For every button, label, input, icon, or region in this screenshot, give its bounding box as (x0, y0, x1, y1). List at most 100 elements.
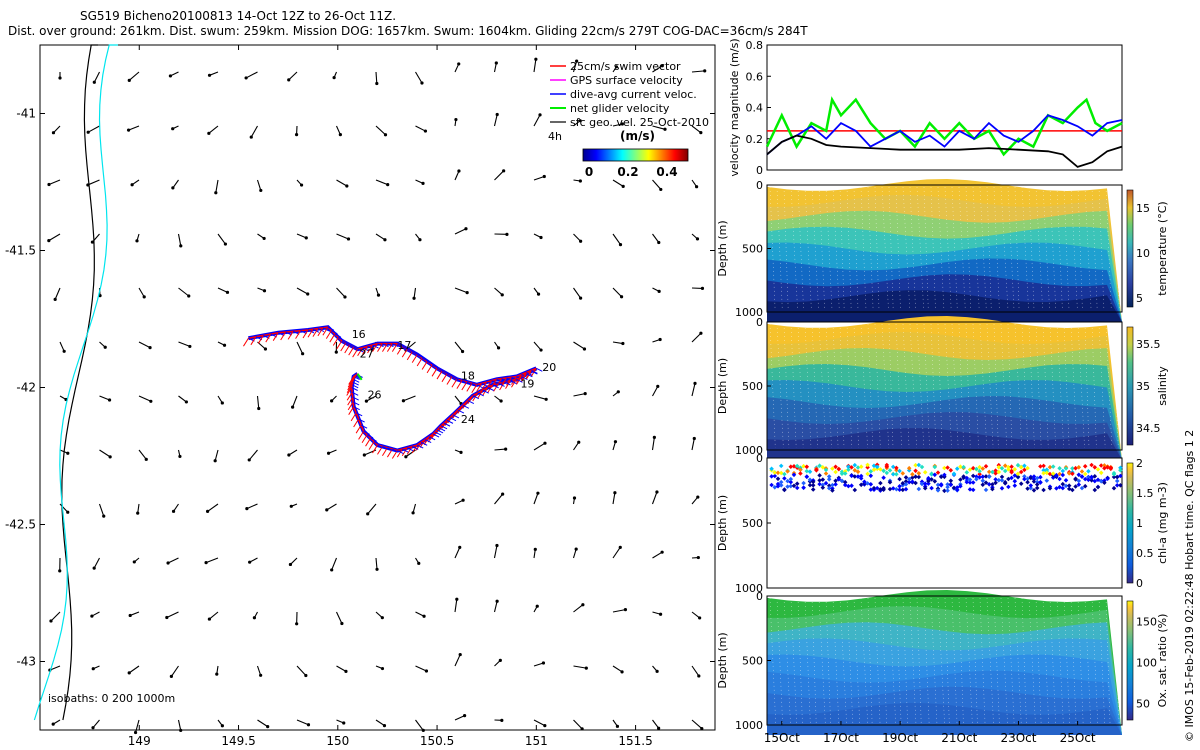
geo-velocity-arrow (367, 503, 377, 515)
geo-velocity-arrowhead (499, 399, 503, 403)
geo-velocity-arrowhead (90, 614, 94, 618)
profile-sample-line (1105, 597, 1111, 724)
chla-sample-point (862, 479, 867, 485)
profile-sample-line (846, 323, 852, 449)
chla-sample-point (1031, 488, 1037, 493)
geo-velocity-arrowhead (613, 491, 617, 495)
chla-sample-point (993, 480, 998, 486)
chla-sample-point (903, 479, 909, 484)
chla-sample-point (833, 464, 838, 470)
profile-sample-line (958, 186, 966, 311)
profile-sample-line (993, 186, 1000, 311)
profile-sample-line (790, 597, 797, 724)
profile-sample-line (825, 597, 831, 724)
profile-sample-line (1084, 186, 1092, 311)
chla-sample-point (1092, 465, 1098, 470)
chla-sample-point (999, 486, 1005, 491)
swim-vector (347, 396, 354, 406)
geo-velocity-arrowhead (334, 350, 338, 354)
chla-sample-point (1076, 472, 1082, 478)
map-xtick-label: 150 (326, 734, 349, 748)
velocity-series-line (765, 96, 1123, 157)
geo-velocity-arrowhead (366, 512, 370, 516)
geo-velocity-arrow (612, 287, 622, 298)
geo-velocity-arrowhead (584, 666, 588, 670)
chla-sample-point (801, 463, 806, 469)
geo-velocity-arrowhead (204, 561, 208, 565)
chla-sample-point (945, 484, 950, 490)
profile-sample-line (1014, 323, 1023, 449)
profile-sample-line (797, 597, 803, 724)
geo-velocity-arrowhead (383, 238, 387, 242)
dac-vector (434, 431, 442, 436)
section-ytick-label: 500 (742, 655, 763, 668)
geo-velocity-arrowhead (326, 451, 331, 455)
geo-velocity-arrow (415, 71, 423, 84)
profile-sample-line (1063, 597, 1070, 724)
geo-velocity-arrowhead (179, 244, 183, 248)
geo-velocity-arrowhead (91, 667, 95, 671)
dac-vector (366, 434, 374, 439)
geo-velocity-arrow (59, 503, 69, 513)
geo-velocity-arrow (177, 719, 182, 731)
chla-sample-point (788, 464, 794, 469)
chla-sample-point (788, 479, 794, 485)
geo-velocity-arrowhead (572, 496, 577, 500)
chla-sample-point (772, 470, 778, 475)
geo-velocity-arrowhead (539, 348, 543, 352)
swim-vector (344, 344, 351, 354)
dac-vector (456, 378, 464, 383)
chla-sample-point (878, 480, 883, 486)
profile-sample-line (1028, 323, 1035, 449)
profile-sample-line (846, 186, 852, 311)
chla-sample-point (929, 477, 934, 482)
swim-vector (346, 384, 353, 394)
geo-velocity-arrowhead (338, 133, 342, 137)
geo-velocity-arrow (375, 719, 385, 727)
geo-velocity-arrowhead (382, 723, 387, 728)
geo-velocity-arrowhead (133, 730, 138, 735)
profile-sample-line (825, 186, 833, 311)
profile-sample-line (860, 323, 868, 449)
chla-sample-point (1012, 478, 1018, 484)
chla-sample-point (916, 471, 922, 476)
swim-vector (346, 387, 353, 396)
colorbar-tick-label: 50 (1136, 698, 1150, 711)
chla-sample-point (890, 486, 896, 491)
geo-velocity-arrow (454, 287, 468, 294)
profile-sample-line (832, 323, 839, 449)
geo-velocity-arrow (128, 125, 140, 131)
profile-sample-line (937, 597, 945, 724)
chla-sample-point (1002, 463, 1008, 468)
geo-velocity-arrowhead (222, 343, 227, 347)
profile-sample-line (993, 597, 1000, 724)
colorbar-tick-label: 0 (1136, 577, 1143, 590)
geo-velocity-arrow (454, 599, 458, 613)
section-ytick-label: 1000 (735, 306, 763, 319)
colorbar-tick-label: 35 (1136, 380, 1150, 393)
chla-sample-point (830, 466, 835, 471)
dac-vector (392, 343, 399, 348)
dac-vector (449, 417, 457, 422)
geo-velocity-arrowhead (244, 76, 248, 80)
geo-velocity-arrow (691, 438, 695, 451)
profile-sample-line (902, 323, 910, 449)
chla-sample-point (913, 480, 918, 486)
geo-velocity-arrowhead (696, 555, 700, 560)
chla-sample-point (1015, 474, 1021, 480)
profile-sample-line (881, 597, 887, 724)
geo-velocity-arrow (246, 503, 258, 510)
geo-velocity-arrowhead (463, 714, 467, 718)
chla-sample-point (890, 471, 896, 477)
chla-sample-point (932, 479, 938, 484)
dac-vector (436, 429, 444, 434)
geo-velocity-arrowhead (692, 436, 696, 441)
dac-vector (452, 414, 460, 419)
profile-sample-line (930, 597, 938, 724)
geo-velocity-arrowhead (184, 400, 188, 404)
chla-sample-point (1009, 475, 1014, 481)
profile-sample-line (1042, 186, 1050, 311)
dac-vector (397, 450, 404, 454)
chla-panel: 0 500 1000 Depth (m) 0 0.5 1 1.5 2 chl-a (mg m-3) (716, 452, 1169, 595)
geo-velocity-arrowhead (171, 186, 175, 190)
